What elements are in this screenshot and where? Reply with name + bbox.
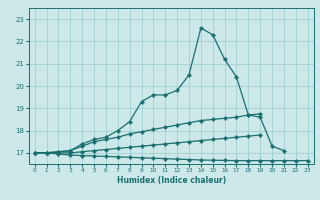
X-axis label: Humidex (Indice chaleur): Humidex (Indice chaleur) bbox=[116, 176, 226, 185]
